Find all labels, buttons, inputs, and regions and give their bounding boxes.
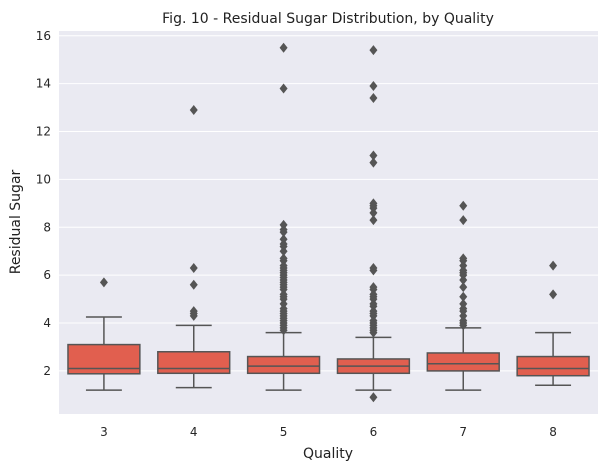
box-5	[246, 42, 321, 391]
outlier-point	[279, 42, 288, 53]
box-4	[157, 104, 231, 389]
iqr-box	[246, 355, 321, 375]
iqr-box	[67, 343, 141, 375]
outlier-point	[369, 262, 378, 273]
outlier-point	[279, 219, 288, 230]
outlier-point	[369, 392, 378, 403]
outlier-point	[369, 157, 378, 168]
outlier-point	[459, 291, 468, 302]
outlier-point	[459, 298, 468, 309]
box-7	[426, 200, 500, 391]
y-tick-label-12: 12	[36, 125, 51, 139]
y-tick-label-4: 4	[43, 316, 51, 330]
outlier-point	[279, 253, 288, 264]
x-axis-label: Quality	[303, 446, 353, 462]
chart-title: Fig. 10 - Residual Sugar Distribution, b…	[162, 11, 494, 27]
outlier-point	[279, 234, 288, 245]
outlier-point	[369, 45, 378, 56]
gridlines	[59, 35, 598, 372]
outlier-point	[549, 289, 558, 300]
outlier-point	[99, 277, 108, 288]
outlier-point	[549, 260, 558, 271]
outlier-point	[459, 253, 468, 264]
iqr-box	[426, 352, 500, 372]
outlier-point	[369, 93, 378, 104]
iqr-box	[516, 355, 590, 377]
outlier-point	[459, 215, 468, 226]
x-tick-labels: 3 4 5 6 7 8	[100, 425, 557, 439]
plot-area	[59, 31, 598, 414]
y-tick-label-6: 6	[43, 268, 51, 282]
outlier-point	[189, 306, 198, 317]
box-8	[516, 260, 590, 387]
outlier-point	[369, 81, 378, 92]
x-tick-label-8: 8	[549, 425, 557, 439]
x-tick-label-4: 4	[190, 425, 198, 439]
boxes	[67, 42, 590, 403]
y-tick-label-2: 2	[43, 364, 51, 378]
box-3	[67, 277, 141, 391]
x-tick-label-5: 5	[280, 425, 288, 439]
outlier-point	[369, 282, 378, 293]
iqr-box	[157, 351, 231, 375]
outlier-point	[369, 198, 378, 209]
outlier-point	[369, 215, 378, 226]
outlier-point	[369, 150, 378, 161]
y-axis-label: Residual Sugar	[8, 169, 24, 274]
x-tick-label-3: 3	[100, 425, 108, 439]
outlier-point	[459, 282, 468, 293]
x-tick-label-7: 7	[459, 425, 467, 439]
y-tick-label-10: 10	[36, 172, 51, 186]
outlier-point	[189, 262, 198, 273]
y-tick-label-8: 8	[43, 220, 51, 234]
box-6	[336, 45, 411, 403]
outlier-point	[459, 200, 468, 211]
outlier-point	[189, 104, 198, 115]
outlier-point	[189, 279, 198, 290]
outlier-point	[279, 83, 288, 94]
x-tick-label-6: 6	[370, 425, 378, 439]
y-tick-label-16: 16	[36, 29, 51, 43]
y-tick-labels: 2 4 6 8 10 12 14 16	[36, 29, 51, 378]
y-tick-label-14: 14	[36, 77, 51, 91]
